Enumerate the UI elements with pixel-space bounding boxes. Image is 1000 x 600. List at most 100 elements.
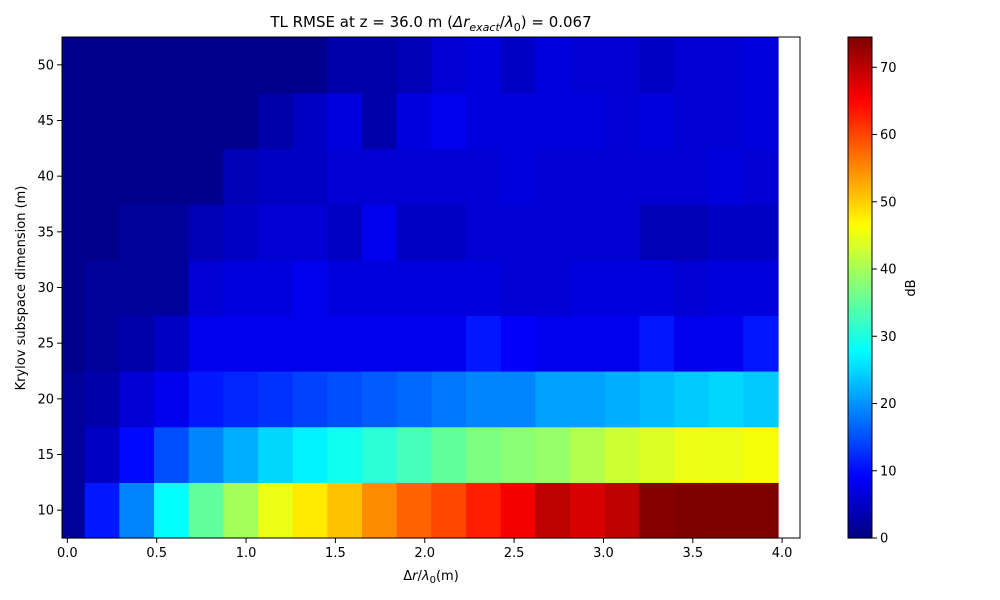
heatmap-cell: [535, 37, 571, 94]
heatmap-cell: [500, 426, 536, 483]
colorbar-segment: [848, 512, 872, 517]
colorbar-segment: [848, 345, 872, 349]
colorbar-segment: [848, 69, 872, 73]
heatmap-cell: [431, 204, 467, 261]
heatmap-cell: [535, 315, 571, 372]
colorbar-segment: [848, 214, 872, 218]
heatmap-cell: [327, 426, 363, 483]
colorbar-segment: [848, 517, 872, 522]
colorbar-segment: [848, 482, 872, 486]
heatmap-cell: [396, 315, 432, 372]
heatmap-cell: [62, 204, 86, 261]
colorbar-segment: [848, 87, 872, 91]
heatmap-cell: [639, 204, 675, 261]
heatmap-cell: [154, 315, 190, 372]
chart-title: TL RMSE at z = 36.0 m (Δrexact/λ0) = 0.0…: [269, 13, 591, 34]
heatmap-cell: [396, 371, 432, 428]
colorbar-segment: [848, 450, 872, 454]
heatmap-cell: [604, 92, 640, 149]
colorbar-segment: [848, 510, 872, 514]
heatmap-cell: [362, 204, 398, 261]
heatmap-cell: [466, 426, 502, 483]
heatmap-cell: [604, 259, 640, 316]
colorbar-segment: [848, 202, 872, 206]
colorbar-segment: [848, 219, 872, 223]
colorbar-segment: [848, 462, 872, 466]
colorbar-segment: [848, 425, 872, 429]
x-tick-label: 3.0: [593, 546, 614, 561]
heatmap-cell: [535, 426, 571, 483]
heatmap-cell: [708, 482, 744, 539]
heatmap-cell: [674, 482, 710, 539]
colorbar-segment: [848, 377, 872, 381]
colorbar-segment: [848, 162, 872, 166]
heatmap-cell: [604, 426, 640, 483]
colorbar-segment: [848, 184, 872, 188]
colorbar-segment: [848, 330, 872, 334]
colorbar-segment: [848, 287, 872, 291]
colorbar-segment: [848, 340, 872, 344]
heatmap-cell: [396, 92, 432, 149]
heatmap-cell: [119, 315, 155, 372]
heatmap-cell: [84, 92, 120, 149]
heatmap-cell: [639, 482, 675, 539]
heatmap-cell: [431, 92, 467, 149]
colorbar-segment: [848, 492, 872, 497]
heatmap-cell: [62, 482, 86, 539]
heatmap-cell: [396, 482, 432, 539]
colorbar-segment: [848, 124, 872, 128]
colorbar-segment: [848, 297, 872, 301]
heatmap-cell: [674, 426, 710, 483]
heatmap-cell: [708, 37, 744, 94]
colorbar-segment: [848, 472, 872, 476]
colorbar-segment: [848, 470, 872, 474]
colorbar-segment: [848, 375, 872, 379]
colorbar-segment: [848, 277, 872, 281]
colorbar-segment: [848, 465, 872, 469]
heatmap-cell: [119, 426, 155, 483]
heatmap-cell: [188, 204, 224, 261]
heatmap-cell: [500, 371, 536, 428]
heatmap-cell: [674, 259, 710, 316]
heatmap-cell: [743, 371, 779, 428]
colorbar-segment: [848, 442, 872, 446]
colorbar-segment: [848, 244, 872, 249]
heatmap-cell: [431, 371, 467, 428]
colorbar-segment: [848, 395, 872, 399]
colorbar-segment: [848, 305, 872, 309]
colorbar-segment: [848, 370, 872, 374]
heatmap-cell: [223, 259, 259, 316]
colorbar-segment: [848, 485, 872, 489]
colorbar-segment: [848, 157, 872, 161]
heatmap-cell: [119, 204, 155, 261]
heatmap-cell: [154, 148, 190, 205]
heatmap-cell: [466, 148, 502, 205]
x-tick-label: 2.5: [504, 546, 525, 561]
heatmap-cell: [327, 259, 363, 316]
colorbar-segment: [848, 172, 872, 176]
colorbar-segment: [848, 137, 872, 141]
colorbar-segment: [848, 242, 872, 246]
heatmap-cell: [362, 482, 398, 539]
heatmap-cell: [154, 426, 190, 483]
colorbar-segment: [848, 457, 872, 461]
heatmap-cell: [639, 426, 675, 483]
colorbar-segment: [848, 390, 872, 394]
heatmap-cell: [62, 371, 86, 428]
colorbar-segment: [848, 490, 872, 494]
heatmap-cell: [362, 371, 398, 428]
colorbar-segment: [848, 262, 872, 266]
heatmap-cell: [84, 371, 120, 428]
heatmap-cell: [604, 148, 640, 205]
colorbar-segment: [848, 199, 872, 203]
colorbar-segment: [848, 310, 872, 314]
heatmap-cell: [674, 37, 710, 94]
heatmap-cell: [743, 259, 779, 316]
heatmap-cell: [431, 259, 467, 316]
heatmap-cell: [327, 92, 363, 149]
colorbar-segment: [848, 372, 872, 376]
heatmap-cell: [258, 37, 294, 94]
heatmap-cell: [674, 315, 710, 372]
heatmap-cell: [674, 148, 710, 205]
colorbar-segment: [848, 82, 872, 86]
